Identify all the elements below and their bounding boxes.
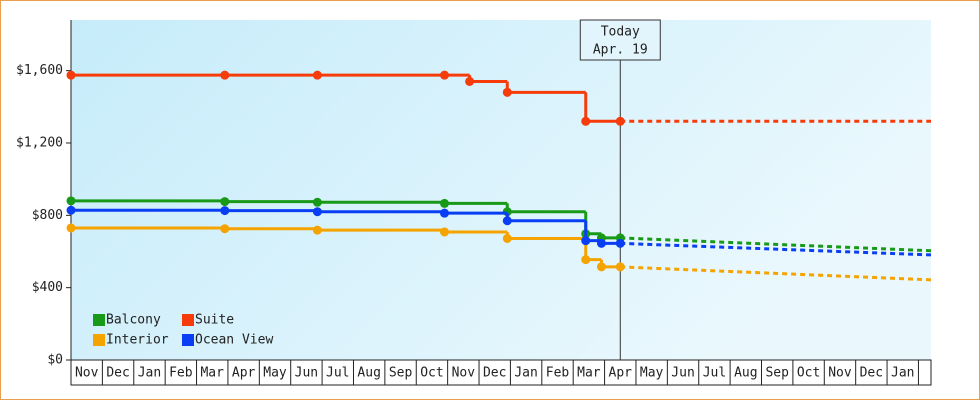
- data-point: [615, 238, 625, 248]
- x-tick-label: Jun: [295, 366, 318, 381]
- forecast-line: [620, 236, 932, 253]
- data-point: [66, 196, 76, 206]
- x-tick-label: Aug: [734, 366, 757, 381]
- data-point: [596, 238, 606, 248]
- legend-label: Interior: [106, 333, 169, 348]
- x-tick-label: Oct: [420, 366, 443, 381]
- legend-swatch: [93, 314, 105, 326]
- legend-swatch: [182, 314, 194, 326]
- legend-label: Ocean View: [195, 333, 273, 348]
- x-tick-label: Apr: [232, 366, 256, 381]
- data-point: [502, 87, 512, 97]
- data-point: [581, 255, 591, 265]
- today-label: Apr. 19: [593, 43, 648, 58]
- data-point: [440, 198, 450, 208]
- data-point: [312, 225, 322, 235]
- today-box: [579, 19, 661, 61]
- data-point: [502, 216, 512, 226]
- x-tick-label: Dec: [860, 366, 883, 381]
- x-tick-label: Mar: [200, 366, 224, 381]
- data-point: [440, 208, 450, 218]
- x-tick-label: Nov: [75, 366, 99, 381]
- x-tick-label: Sep: [765, 366, 789, 381]
- x-tick-label: Jul: [326, 366, 349, 381]
- x-tick-label: Jan: [891, 366, 914, 381]
- x-tick-label: Dec: [483, 366, 506, 381]
- x-tick-label: Apr: [609, 366, 633, 381]
- legend-swatch: [93, 334, 105, 346]
- x-tick-label: Nov: [452, 366, 476, 381]
- x-tick-label: Feb: [169, 366, 193, 381]
- legend-label: Suite: [195, 313, 234, 328]
- x-tick-label: Mar: [577, 366, 601, 381]
- data-point: [66, 205, 76, 215]
- x-axis-band: [70, 359, 932, 386]
- x-tick-label: May: [640, 366, 664, 381]
- y-tick-label: $800: [32, 208, 63, 223]
- x-tick-label: Oct: [797, 366, 820, 381]
- x-tick-label: Sep: [389, 366, 413, 381]
- data-point: [66, 223, 76, 233]
- layer: $0 $400 $800 $1,200 $1,600 Nov Dec Jan Feb Mar Apr…: [16, 19, 932, 386]
- data-point: [440, 227, 450, 237]
- data-point: [502, 233, 512, 243]
- x-tick-label: May: [263, 366, 287, 381]
- x-tick-label: Jan: [514, 366, 537, 381]
- y-tick-label: $0: [47, 353, 63, 368]
- x-tick-label: Jan: [138, 366, 161, 381]
- data-point: [596, 262, 606, 272]
- legend-swatch: [182, 334, 194, 346]
- data-point: [615, 262, 625, 272]
- data-point: [615, 116, 625, 126]
- legend-label: Balcony: [106, 313, 161, 328]
- x-tick-label: Aug: [357, 366, 380, 381]
- x-tick-label: Feb: [546, 366, 570, 381]
- y-tick-label: $400: [32, 280, 63, 295]
- plot-area: [71, 20, 931, 360]
- data-point: [312, 70, 322, 80]
- x-tick-label: Jun: [671, 366, 694, 381]
- data-point: [312, 197, 322, 207]
- data-point: [220, 224, 230, 234]
- forecast-line: [620, 265, 932, 282]
- data-point: [312, 207, 322, 217]
- today-label: Today: [601, 25, 640, 40]
- data-point: [581, 116, 591, 126]
- data-point: [465, 76, 475, 86]
- data-point: [440, 70, 450, 80]
- data-point: [220, 206, 230, 216]
- forecast-line: [620, 241, 932, 257]
- data-point: [581, 236, 591, 246]
- data-point: [220, 197, 230, 207]
- y-tick-label: $1,200: [16, 135, 63, 150]
- y-tick-label: $1,600: [16, 63, 63, 78]
- x-tick-label: Nov: [828, 366, 852, 381]
- data-point: [220, 70, 230, 80]
- x-tick-label: Dec: [106, 366, 129, 381]
- x-tick-label: Jul: [703, 366, 726, 381]
- data-point: [66, 70, 76, 80]
